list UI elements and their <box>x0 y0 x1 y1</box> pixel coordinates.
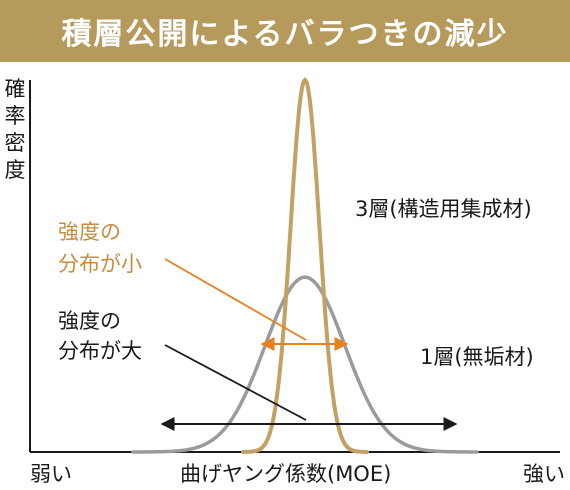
annotation-small-line1: 強度の <box>58 220 121 244</box>
title-banner: 積層公開によるバラつきの減少 <box>0 0 570 62</box>
series-line-laminated <box>241 77 369 454</box>
series-line-single-layer <box>131 275 479 454</box>
x-axis-max-label: 強い <box>523 462 565 486</box>
y-axis-label: 確率密度 <box>4 77 26 182</box>
leader-line-small <box>164 258 307 341</box>
legend-laminated: 3層(構造用集成材) <box>355 197 532 221</box>
x-axis-label: 曲げヤング係数(MOE) <box>180 462 392 486</box>
annotation-large-line2: 分布が大 <box>58 339 142 363</box>
x-axis-min-label: 弱い <box>30 462 72 486</box>
chart-title: 積層公開によるバラつきの減少 <box>61 17 509 52</box>
annotation-large-line1: 強度の <box>58 309 121 333</box>
annotation-small-line2: 分布が小 <box>58 252 142 276</box>
legend-single-layer: 1層(無垢材) <box>420 345 534 369</box>
leader-line-large <box>164 344 307 421</box>
